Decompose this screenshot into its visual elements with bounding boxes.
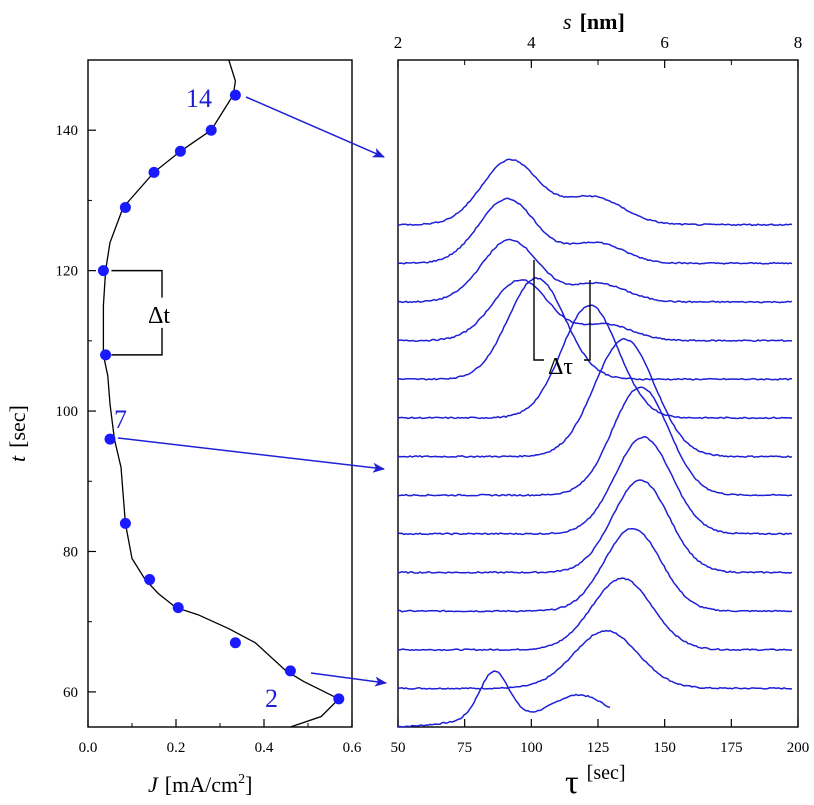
- tau-series-line: [397, 279, 793, 343]
- left-y-tick-label: 120: [56, 264, 79, 280]
- arrow-14: [245, 96, 385, 158]
- data-point: [148, 166, 160, 178]
- data-point: [174, 145, 186, 157]
- data-point: [172, 602, 184, 614]
- delta-t-bracket: Δt: [111, 269, 170, 356]
- left-x-tick-label: 0.2: [167, 740, 186, 756]
- left-x-tick-label: 0.0: [79, 740, 98, 756]
- top-tick-label: 8: [794, 33, 803, 52]
- left-y-axis-title: t[sec]: [5, 405, 30, 462]
- left-y-tick-label: 60: [63, 685, 78, 701]
- delta-t-label: Δt: [148, 303, 170, 329]
- right-x-tick-label: 175: [720, 740, 743, 756]
- right-top-axis-title: s [nm]: [563, 9, 625, 34]
- tau-series-line: [398, 577, 793, 652]
- data-point: [104, 433, 116, 445]
- right-x-tick-label: 75: [457, 740, 472, 756]
- right-x-tick-label: 150: [653, 740, 676, 756]
- left-y-tick-label: 80: [63, 544, 78, 560]
- delta-tau-bracket: Δτ: [533, 260, 591, 380]
- tau-series-line: [397, 158, 793, 227]
- tau-series-line: [397, 277, 793, 381]
- label-2: 2: [265, 684, 278, 713]
- tau-series-line: [398, 629, 793, 690]
- data-point: [119, 201, 131, 213]
- top-tick-label: 2: [394, 33, 403, 52]
- delta-tau-label: Δτ: [548, 354, 573, 380]
- tau-series-line: [397, 337, 793, 459]
- current-density-line-tail: [290, 698, 340, 728]
- data-point: [144, 574, 156, 586]
- top-tick-label: 6: [660, 33, 669, 52]
- left-x-tick-label: 0.4: [255, 740, 274, 756]
- left-y-tick-label: 100: [56, 404, 79, 420]
- tau-series-group: [397, 158, 793, 728]
- right-x-tick-label: 100: [520, 740, 543, 756]
- right-x-axis-title: τ [sec]: [565, 762, 626, 801]
- top-tick-label: 4: [527, 33, 536, 52]
- left-panel: 0.0 0.2 0.4 0.6 60 80 100 120 140 Δt J [mA/cm2] t…: [5, 59, 362, 797]
- current-density-points: [97, 89, 345, 705]
- data-point: [333, 693, 345, 705]
- tau-series-line: [397, 479, 793, 574]
- label-7: 7: [114, 405, 127, 434]
- right-panel: 50 75 100 125 150 175 200 2 4 6 8 Δτ s [nm] τ [sec]: [391, 9, 810, 801]
- tau-series-line: [397, 670, 611, 728]
- tau-series-line: [397, 386, 793, 497]
- data-point: [205, 124, 217, 136]
- data-point: [119, 517, 131, 529]
- right-x-tick-label: 50: [391, 740, 406, 756]
- left-x-tick-label: 0.6: [343, 740, 362, 756]
- left-x-axis-title: J [mA/cm2]: [148, 772, 252, 797]
- left-ticks: 0.0 0.2 0.4 0.6 60 80 100 120 140: [56, 59, 362, 756]
- left-plot-frame: [87, 59, 353, 728]
- right-x-tick-label: 125: [587, 740, 610, 756]
- data-point: [100, 349, 112, 361]
- data-point: [284, 665, 296, 677]
- left-y-tick-label: 140: [56, 123, 79, 139]
- tau-series-line: [398, 527, 793, 613]
- label-14: 14: [186, 84, 212, 113]
- right-plot-frame: [397, 59, 799, 728]
- tau-series-line: [397, 304, 793, 420]
- data-point: [229, 637, 241, 649]
- arrow-2: [310, 672, 387, 687]
- arrow-7: [117, 437, 385, 473]
- current-density-line: [102, 59, 340, 700]
- right-ticks: 50 75 100 125 150 175 200 2 4 6 8: [391, 33, 810, 756]
- tau-series-line: [397, 197, 793, 265]
- tau-series-line: [397, 436, 793, 536]
- tau-series-line: [397, 238, 793, 304]
- right-x-tick-label: 200: [787, 740, 810, 756]
- data-point: [97, 265, 109, 277]
- connector-arrows: [117, 96, 387, 687]
- data-point: [229, 89, 241, 101]
